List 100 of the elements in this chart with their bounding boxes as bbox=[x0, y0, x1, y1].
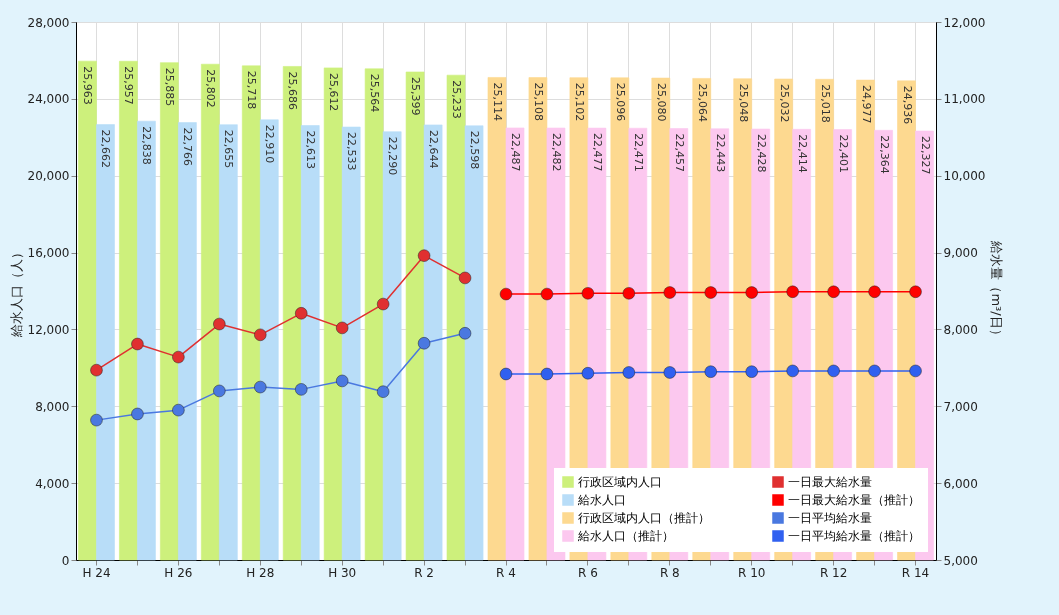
data-label: 24,977 bbox=[859, 85, 873, 124]
point bbox=[868, 285, 881, 298]
data-label: 25,080 bbox=[654, 83, 668, 122]
data-label: 25,096 bbox=[613, 82, 627, 122]
data-label: 25,102 bbox=[572, 82, 586, 122]
point bbox=[417, 249, 431, 262]
data-label: 22,457 bbox=[672, 133, 686, 172]
y2-tick-label: 7,000 bbox=[943, 399, 978, 414]
y2-tick-label: 9,000 bbox=[943, 246, 978, 261]
x-tick-label: H 28 bbox=[246, 565, 275, 580]
data-label: 22,766 bbox=[181, 127, 195, 167]
x-tick-label: R 6 bbox=[578, 565, 598, 580]
bar bbox=[241, 65, 261, 561]
data-label: 22,290 bbox=[386, 136, 400, 176]
point bbox=[622, 366, 636, 379]
point bbox=[336, 321, 349, 335]
x-tick-label: H 30 bbox=[328, 565, 357, 580]
point bbox=[909, 364, 922, 378]
bar bbox=[200, 63, 220, 561]
point bbox=[499, 367, 513, 381]
data-label: 24,936 bbox=[900, 85, 914, 125]
y-tick-label: 20,000 bbox=[27, 169, 70, 184]
data-label: 25,114 bbox=[490, 82, 504, 121]
data-label: 25,048 bbox=[736, 83, 750, 123]
bar bbox=[341, 126, 361, 561]
data-label: 22,443 bbox=[713, 133, 727, 173]
data-label: 25,718 bbox=[245, 70, 259, 110]
point bbox=[663, 286, 676, 299]
bar bbox=[77, 60, 97, 561]
point bbox=[581, 287, 595, 300]
point bbox=[458, 327, 472, 340]
data-label: 22,477 bbox=[590, 133, 604, 172]
data-label: 25,612 bbox=[327, 72, 341, 112]
bar bbox=[323, 67, 343, 561]
point bbox=[90, 364, 103, 377]
point bbox=[540, 367, 554, 381]
point bbox=[745, 286, 758, 299]
y-tick-label: 24,000 bbox=[27, 92, 70, 107]
y2-tick-label: 5,000 bbox=[943, 553, 978, 568]
data-label: 25,018 bbox=[818, 84, 832, 123]
bar bbox=[505, 127, 525, 561]
data-label: 22,487 bbox=[509, 132, 523, 172]
y2-tick-label: 10,000 bbox=[943, 169, 986, 184]
legend-label: 一日最大給水量（推計） bbox=[788, 493, 920, 507]
data-label: 25,233 bbox=[450, 80, 464, 119]
point bbox=[786, 364, 799, 378]
bar bbox=[136, 120, 156, 561]
x-tick-label: H 24 bbox=[82, 565, 111, 580]
point bbox=[172, 403, 185, 417]
point bbox=[417, 337, 431, 350]
point bbox=[622, 287, 636, 300]
bar bbox=[487, 76, 507, 561]
y-tick-label: 8,000 bbox=[35, 399, 70, 414]
data-label: 22,910 bbox=[263, 124, 277, 164]
legend-label: 一日平均給水量（推計） bbox=[788, 529, 920, 543]
bar bbox=[282, 65, 302, 561]
bar bbox=[177, 122, 197, 561]
data-label: 22,655 bbox=[222, 129, 236, 169]
point bbox=[663, 366, 676, 379]
data-label: 22,428 bbox=[754, 134, 768, 173]
point bbox=[458, 271, 472, 285]
point bbox=[827, 285, 840, 298]
legend-label: 一日最大給水量 bbox=[788, 475, 872, 489]
point bbox=[295, 307, 308, 320]
bar bbox=[159, 62, 179, 561]
bar bbox=[95, 124, 115, 561]
bar bbox=[464, 125, 484, 561]
y2-tick-label: 12,000 bbox=[943, 15, 986, 30]
legend-label: 給水人口 bbox=[577, 493, 626, 507]
data-label: 25,399 bbox=[409, 76, 423, 116]
data-label: 22,662 bbox=[99, 129, 113, 169]
bar bbox=[218, 124, 238, 561]
data-label: 25,064 bbox=[695, 83, 709, 122]
data-label: 22,838 bbox=[140, 126, 154, 165]
y2-tick-label: 11,000 bbox=[943, 92, 986, 107]
data-label: 25,564 bbox=[368, 73, 382, 113]
y2-tick-label: 6,000 bbox=[943, 476, 978, 491]
x-tick-label: R 12 bbox=[819, 565, 848, 580]
data-label: 22,364 bbox=[877, 135, 891, 174]
point bbox=[131, 337, 144, 351]
legend-label: 給水人口（推計） bbox=[577, 529, 674, 543]
point bbox=[540, 287, 554, 301]
data-label: 25,032 bbox=[777, 84, 791, 123]
point bbox=[90, 413, 103, 427]
y-tick-label: 0 bbox=[61, 553, 70, 568]
bar bbox=[423, 124, 443, 561]
point bbox=[581, 367, 595, 380]
data-label: 25,885 bbox=[163, 67, 177, 107]
legend-label: 行政区域内人口（推計） bbox=[578, 511, 710, 525]
bar bbox=[259, 119, 279, 561]
bar bbox=[300, 125, 320, 561]
data-label: 22,482 bbox=[549, 133, 563, 172]
point bbox=[827, 364, 840, 378]
y2-axis-title: 給水量（m³/日） bbox=[989, 240, 1005, 342]
bar bbox=[382, 131, 402, 561]
legend-label: 行政区域内人口 bbox=[578, 475, 662, 489]
point bbox=[745, 365, 758, 378]
data-label: 25,802 bbox=[204, 69, 218, 108]
y-tick-label: 4,000 bbox=[35, 476, 70, 491]
y-tick-label: 16,000 bbox=[27, 246, 70, 261]
